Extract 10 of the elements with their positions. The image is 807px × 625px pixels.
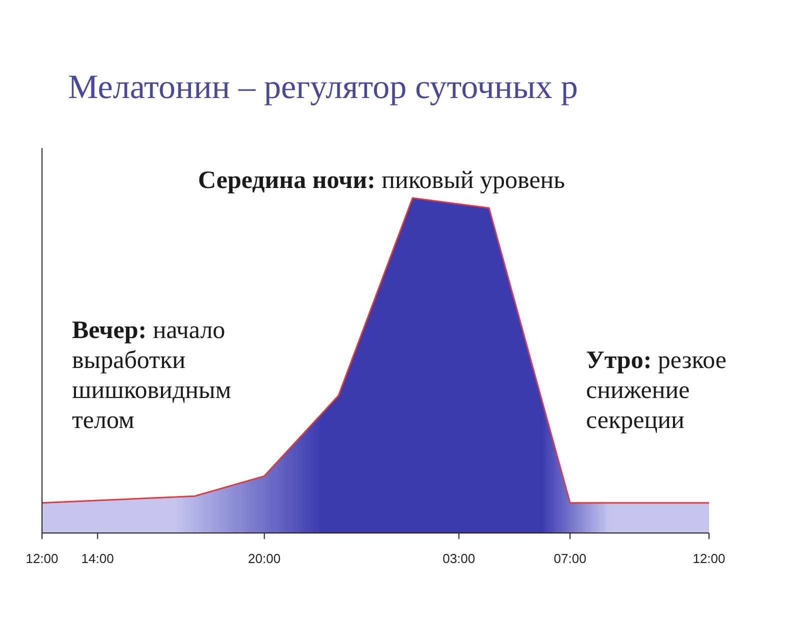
x-tick-label: 07:00: [554, 551, 586, 566]
x-tick-label: 03:00: [442, 551, 476, 566]
x-tick-label: 12:00: [26, 551, 58, 566]
annotation: Вечер: начало выработки шишковидным телом: [72, 317, 232, 434]
x-tick-label: 20:00: [248, 551, 281, 566]
x-tick-label: 12:00: [692, 551, 726, 566]
text: Середина ночи: пиковый уровень: [198, 167, 566, 194]
annotation: Утро: резкое снижение секреции: [586, 347, 726, 434]
x-tick-label: 14:00: [81, 551, 114, 566]
chart-title: Мелатонин – регулятор суточных р: [68, 69, 578, 106]
